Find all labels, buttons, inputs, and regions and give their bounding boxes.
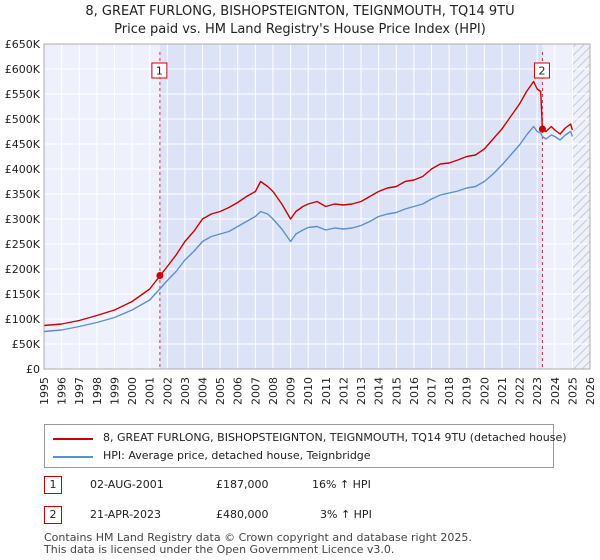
x-tick-label: 2025 (566, 377, 579, 405)
transaction-badge: 1 (44, 476, 62, 494)
x-tick-label: 2018 (443, 377, 456, 405)
price-paid-line (43, 80, 574, 327)
future-hatch (572, 44, 590, 369)
x-tick-label: 2021 (496, 377, 509, 405)
y-tick-label: £100K (5, 313, 41, 326)
chart-title: 8, GREAT FURLONG, BISHOPSTEIGNTON, TEIGN… (85, 4, 515, 19)
transaction-badge: 2 (44, 506, 62, 524)
x-tick-label: 2016 (408, 377, 421, 405)
x-tick-label: 2011 (320, 377, 333, 405)
x-tick-label: 1999 (108, 377, 121, 405)
x-tick-label: 2004 (197, 377, 210, 405)
x-tick-label: 2015 (390, 377, 403, 405)
y-tick-label: £150K (5, 288, 41, 301)
x-tick-label: 2000 (126, 377, 139, 405)
chart-legend: 8, GREAT FURLONG, BISHOPSTEIGNTON, TEIGN… (44, 424, 567, 468)
legend-label-hpi: HPI: Average price, detached house, Teig… (103, 449, 371, 462)
x-tick-label: 2001 (144, 377, 157, 405)
y-tick-label: £650K (5, 38, 41, 51)
x-tick-label: 1995 (38, 377, 51, 405)
x-tick-label: 2009 (285, 377, 298, 405)
sale-label-number: 1 (156, 65, 163, 78)
y-tick-label: £0 (26, 363, 40, 376)
x-tick-label: 2008 (267, 377, 280, 405)
sale-label-box (151, 62, 168, 79)
plot-frame (43, 43, 591, 370)
x-tick-label: 2005 (214, 377, 227, 405)
x-tick-label: 1996 (56, 377, 69, 405)
transaction-hpi: 16% ↑ HPI (312, 478, 371, 491)
legend-swatch-property (53, 438, 93, 440)
x-tick-label: 2002 (161, 377, 174, 405)
x-tick-label: 2019 (461, 377, 474, 405)
sale-label-number: 2 (538, 65, 545, 78)
x-tick-label: 2007 (249, 377, 262, 405)
x-tick-label: 2012 (337, 377, 350, 405)
legend-label-property: 8, GREAT FURLONG, BISHOPSTEIGNTON, TEIGN… (103, 431, 567, 444)
sale-point (538, 125, 546, 133)
legend-swatch-hpi (53, 456, 93, 458)
x-tick-label: 2017 (425, 377, 438, 405)
y-tick-label: £200K (5, 263, 41, 276)
y-tick-label: £300K (5, 213, 41, 226)
y-tick-label: £550K (5, 88, 41, 101)
x-tick-label: 2020 (478, 377, 491, 405)
footer-licence: This data is licensed under the Open Gov… (44, 543, 395, 556)
transaction-date: 02-AUG-2001 (90, 478, 164, 491)
transaction-hpi: 3% ↑ HPI (320, 508, 372, 521)
price-chart: £0 £50K £100K £150K £200K £250K £300K £350K £400… (5, 38, 597, 405)
x-tick-label: 1997 (73, 377, 86, 405)
hpi-line (43, 125, 574, 333)
x-tick-label: 1998 (91, 377, 104, 405)
x-tick-label: 2010 (302, 377, 315, 405)
y-tick-label: £50K (12, 338, 41, 351)
x-tick-label: 2006 (232, 377, 245, 405)
x-tick-label: 2022 (514, 377, 527, 405)
chart-subtitle: Price paid vs. HM Land Registry's House … (114, 22, 486, 37)
transaction-row: 2 21-APR-2023 £480,000 3% ↑ HPI (44, 506, 564, 526)
ownership-shade (159, 44, 543, 369)
sale-label-box (533, 62, 550, 79)
transaction-row: 1 02-AUG-2001 £187,000 16% ↑ HPI (44, 476, 564, 496)
x-tick-label: 2026 (584, 377, 597, 405)
y-tick-label: £250K (5, 238, 41, 251)
x-tick-label: 2023 (531, 377, 544, 405)
y-tick-label: £400K (5, 163, 41, 176)
x-tick-label: 2024 (549, 377, 562, 405)
y-tick-label: £600K (5, 63, 41, 76)
sale-point (156, 272, 164, 279)
y-tick-label: £450K (5, 138, 41, 151)
y-tick-label: £500K (5, 113, 41, 126)
x-tick-label: 2013 (355, 377, 368, 405)
transaction-price: £480,000 (216, 508, 269, 521)
y-tick-label: £350K (5, 188, 41, 201)
footer-copyright: Contains HM Land Registry data © Crown c… (44, 531, 472, 544)
x-tick-label: 2003 (179, 377, 192, 405)
x-tick-label: 2014 (373, 377, 386, 405)
transaction-date: 21-APR-2023 (90, 508, 162, 521)
transaction-price: £187,000 (216, 478, 269, 491)
